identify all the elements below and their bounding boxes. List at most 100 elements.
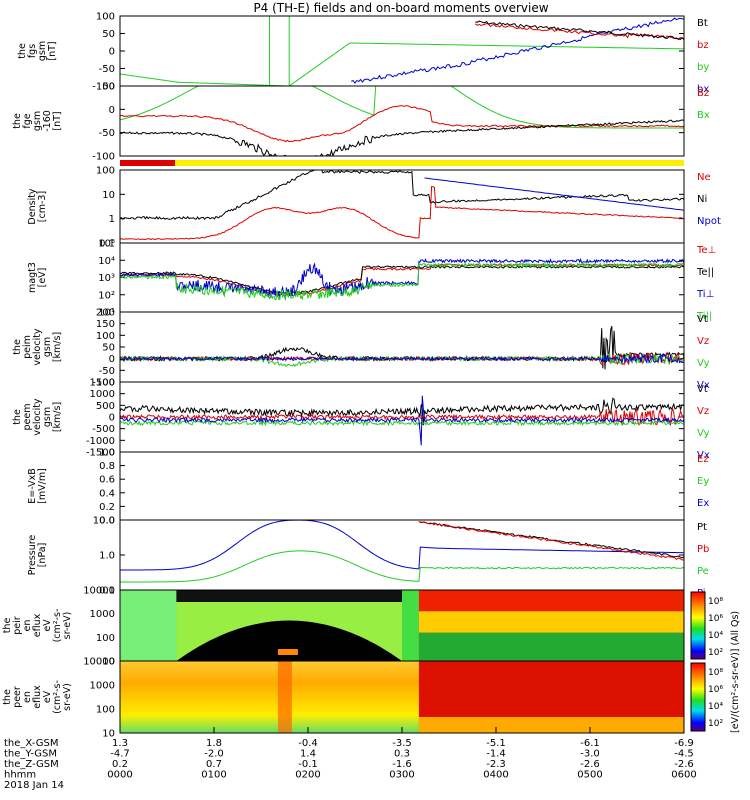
xtick-label: 0200 (295, 770, 320, 781)
ytick-label: 1.0 (99, 551, 115, 562)
ylabel-line: the (17, 43, 28, 59)
plot-area-density (120, 170, 684, 241)
xtick-label: -2.3 (486, 759, 506, 770)
series-Npot (424, 177, 684, 211)
ylabel-line: -160 (42, 110, 53, 132)
ytick-label: 0 (109, 354, 115, 365)
ylabel-line: Density (27, 188, 38, 224)
xtick-label: 1.8 (206, 738, 222, 749)
series-by (120, 42, 684, 86)
xaxis-row-label: 2018 Jan 14 (4, 780, 64, 791)
panel-frame (119, 451, 685, 521)
series-Vx (120, 353, 684, 365)
mode-bar-red (120, 160, 175, 166)
ylabel-line: the (12, 409, 23, 425)
ytick-label: 1.0 (99, 448, 115, 459)
legend-fge: Bz (697, 88, 709, 99)
ytick-label: 100 (96, 705, 115, 716)
legend-density: Ni (697, 194, 707, 205)
panel-density: Density [cm-3] 100 10 1 0.1 Ne Ni Npot (27, 166, 721, 250)
spectrogram-block (176, 590, 402, 602)
ylabel-line: sr-eV) (62, 683, 73, 711)
ytick-label: 0.8 (99, 461, 115, 472)
series-bz (474, 22, 684, 41)
spectrogram-void (176, 620, 402, 661)
xtick-label: -1.6 (392, 759, 412, 770)
ylabel-line: (cm²-s- (52, 609, 63, 643)
ylabel-line: gsm (37, 41, 48, 61)
legend-peem: Vt (697, 384, 708, 395)
ylabel-line: eV (42, 619, 53, 632)
colorbar-label: [eV/(cm²-s-sr-eV)] (All Qs) (730, 611, 741, 733)
legend-fge: Bx (697, 110, 710, 121)
legend-temp: Te|| (696, 267, 714, 278)
panel-fge: the fge gsm -160 [nT] 50 0 -50 -100 Bz Bx (12, 82, 710, 166)
xtick-label: 1.4 (300, 749, 316, 760)
ytick-label: 10 (102, 657, 115, 668)
legend-peim: Vx (697, 380, 710, 391)
ylabel-peim: the peim velocity gsm [km/s] (12, 328, 63, 366)
legend-fgs: by (697, 62, 709, 73)
panel-peir: the peir en eflux eV (cm²-s-sr-eV) 10000 1000 10… (2, 586, 723, 668)
legend-pressure: Pb (697, 544, 709, 555)
ylabel-line: velocity (32, 398, 43, 436)
ylabel-line: the (12, 113, 23, 129)
xtick-label: 0100 (201, 770, 226, 781)
ytick-label: -100 (92, 152, 115, 163)
panel-frame (119, 311, 685, 383)
series-Pb (418, 521, 684, 561)
xtick-label: 1.3 (112, 738, 128, 749)
series-Pi (120, 520, 684, 571)
xaxis-row-label: the_Y-GSM (4, 749, 57, 760)
xtick-label: -2.0 (204, 749, 224, 760)
ytick-label: 1000 (90, 609, 115, 620)
colorbar-tick: 10⁶ (708, 614, 723, 624)
ytick-label: 500 (96, 401, 115, 412)
xtick-label: 0.2 (112, 759, 128, 770)
colorbar-peer (690, 662, 706, 732)
legend-efield: Ez (697, 454, 709, 465)
series-Bz (120, 105, 684, 143)
panel-temp: magt3 [eV] 10⁵ 10⁴ 10³ 10² 10¹ Te⊥ Te|| Ti⊥ Ti|| (27, 239, 716, 323)
ytick-label: 0.2 (99, 502, 115, 513)
ylabel-line: gsm (42, 337, 53, 357)
legend-temp: Ti⊥ (696, 289, 714, 300)
ytick-label: 100 (96, 331, 115, 342)
ylabel-line: [nT] (52, 111, 63, 130)
legend-fgs: Bt (697, 18, 708, 29)
plot-area-temp (120, 258, 684, 301)
ytick-label: 50 (102, 29, 115, 40)
xtick-label: -2.6 (674, 759, 694, 770)
ylabel-line: the (2, 618, 13, 634)
legend-efield: Ex (697, 498, 709, 509)
ytick-label: 150 (96, 319, 115, 330)
ytick-label: 0.1 (99, 239, 115, 250)
xtick-label: -4.7 (110, 749, 130, 760)
legend-peem: Vx (697, 450, 710, 461)
xtick-label: -6.1 (580, 738, 600, 749)
panel-fgs: the fgs gsm [nT] 100 50 0 -50 -100 Bt bz by bx (17, 12, 709, 96)
ylabel-line: Pressure (27, 535, 38, 576)
xtick-label: 0500 (577, 770, 602, 781)
ytick-label: -100 (92, 378, 115, 389)
ylabel-line: [eV] (37, 268, 48, 288)
series-Ni (120, 170, 684, 221)
xtick-label: 0600 (671, 770, 696, 781)
ylabel-peem: the peem velocity gsm [km/s] (12, 398, 63, 436)
colorbar-peir (690, 591, 706, 660)
plot-area-peir (120, 590, 684, 661)
ytick-label: 10¹ (98, 308, 115, 319)
xtick-label: 0.3 (394, 749, 410, 760)
xtick-label: -0.1 (298, 759, 318, 770)
xtick-label: -3.5 (392, 738, 412, 749)
series-Bt (475, 20, 684, 41)
legend-peem: Vy (697, 428, 710, 439)
spectrogram-block (120, 590, 177, 661)
ylabel-fge: the fge gsm -160 [nT] (12, 110, 63, 132)
series-Vt (120, 397, 684, 426)
legend-peem: Vz (697, 406, 709, 417)
ylabel-line: [mV/m] (37, 468, 48, 504)
ylabel-pressure: Pressure [nPa] (27, 535, 48, 576)
xtick-label: -6.9 (674, 738, 694, 749)
ylabel-line: [nT] (47, 41, 58, 60)
